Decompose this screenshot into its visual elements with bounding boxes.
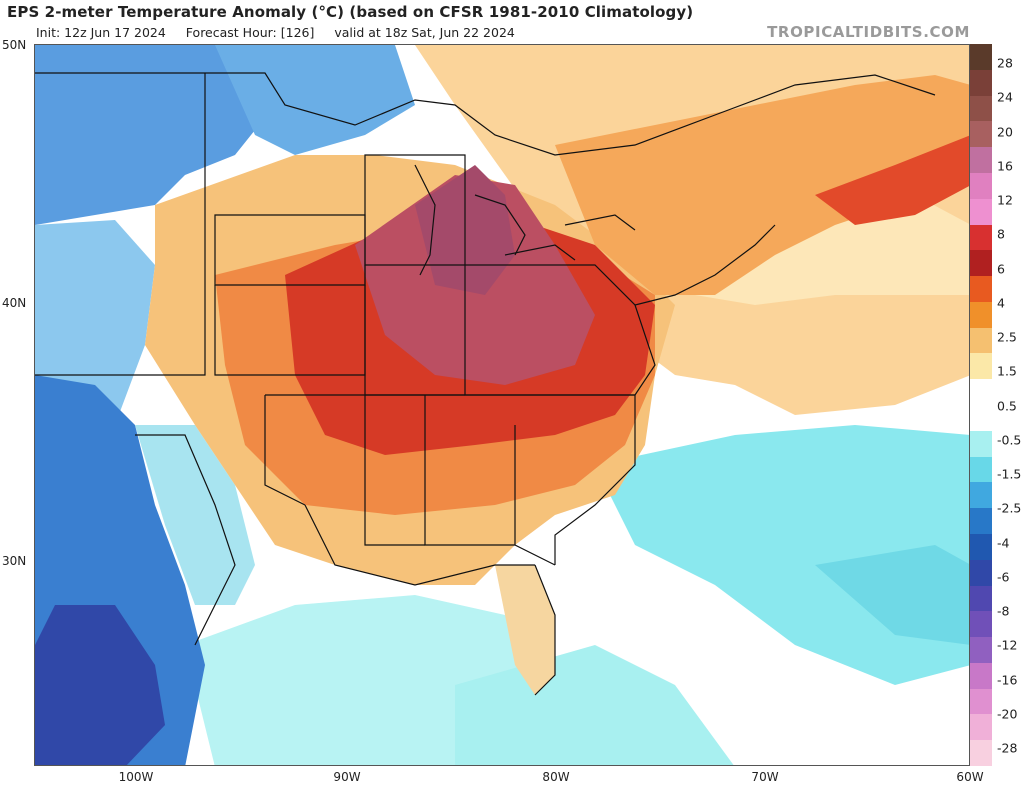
color-scale-label: -1.5 xyxy=(997,466,1022,482)
color-scale-label: -4 xyxy=(997,535,1010,550)
map-subtitle: Init: 12z Jun 17 2024 Forecast Hour: [12… xyxy=(36,25,531,40)
forecast-hour: Forecast Hour: [126] xyxy=(185,25,315,40)
color-scale-segment xyxy=(970,327,992,354)
color-scale-label: 0.5 xyxy=(997,398,1017,413)
color-scale-label: -28 xyxy=(997,740,1018,756)
color-scale-segment xyxy=(970,276,992,303)
color-scale-segment xyxy=(970,147,992,174)
color-scale-segment xyxy=(970,662,992,689)
color-scale-segment xyxy=(970,172,992,199)
color-scale-segment xyxy=(970,611,992,638)
color-scale-segment xyxy=(970,44,992,70)
site-watermark: TROPICALTIDBITS.COM xyxy=(767,23,970,41)
color-scale xyxy=(970,44,992,767)
init-time: Init: 12z Jun 17 2024 xyxy=(36,25,166,40)
color-scale-segment xyxy=(970,456,992,483)
color-scale-label: 16 xyxy=(997,158,1013,174)
color-scale-label: 20 xyxy=(997,124,1013,139)
color-scale-segment xyxy=(970,121,992,148)
map-title: EPS 2-meter Temperature Anomaly (°C) (ba… xyxy=(7,3,694,21)
color-scale-segment xyxy=(970,198,992,225)
lon-label-70w: 70W xyxy=(751,770,779,784)
lat-label-50n: 50N xyxy=(2,38,27,52)
color-scale-segment xyxy=(970,714,992,741)
color-scale-label: 8 xyxy=(997,226,1005,242)
color-scale-segment xyxy=(970,482,992,509)
color-scale-label: 24 xyxy=(997,89,1013,105)
anomaly-map xyxy=(34,44,970,766)
color-scale-segment xyxy=(970,69,992,96)
map-canvas xyxy=(35,45,969,765)
color-scale-segment xyxy=(970,95,992,122)
color-scale-segment xyxy=(970,559,992,586)
lon-label-90w: 90W xyxy=(333,770,361,784)
color-scale-label: 2.5 xyxy=(997,329,1017,345)
color-scale-segment xyxy=(970,301,992,328)
color-scale-segment xyxy=(970,740,992,767)
color-scale-segment xyxy=(970,405,992,431)
color-scale-label: -8 xyxy=(997,603,1010,619)
color-scale-label: -16 xyxy=(997,672,1018,687)
color-scale-label: 28 xyxy=(997,55,1013,71)
color-scale-segment xyxy=(970,430,992,457)
color-scale-segment xyxy=(970,224,992,251)
color-scale-label: -2.5 xyxy=(997,500,1022,516)
color-scale-segment xyxy=(970,585,992,612)
color-scale-segment xyxy=(970,637,992,664)
color-scale-segment xyxy=(970,250,992,277)
valid-time: valid at 18z Sat, Jun 22 2024 xyxy=(334,25,515,40)
color-scale-segment xyxy=(970,353,992,380)
color-scale-label: -6 xyxy=(997,569,1010,585)
lon-label-60w: 60W xyxy=(956,770,984,784)
color-scale-label: 4 xyxy=(997,295,1005,311)
lat-label-30n: 30N xyxy=(2,554,27,568)
lon-label-80w: 80W xyxy=(542,770,570,784)
lat-label-40n: 40N xyxy=(2,296,27,310)
lon-label-100w: 100W xyxy=(118,770,154,784)
color-scale-segment xyxy=(970,533,992,560)
color-scale-segment xyxy=(970,688,992,715)
color-scale-segment xyxy=(970,508,992,535)
color-scale-label: -20 xyxy=(997,706,1018,722)
color-scale-label: -0.5 xyxy=(997,432,1022,448)
color-scale-label: 6 xyxy=(997,261,1005,276)
color-scale-label: 1.5 xyxy=(997,363,1017,379)
color-scale-label: -12 xyxy=(997,637,1018,653)
color-scale-segment xyxy=(970,379,992,406)
color-scale-label: 12 xyxy=(997,192,1013,208)
